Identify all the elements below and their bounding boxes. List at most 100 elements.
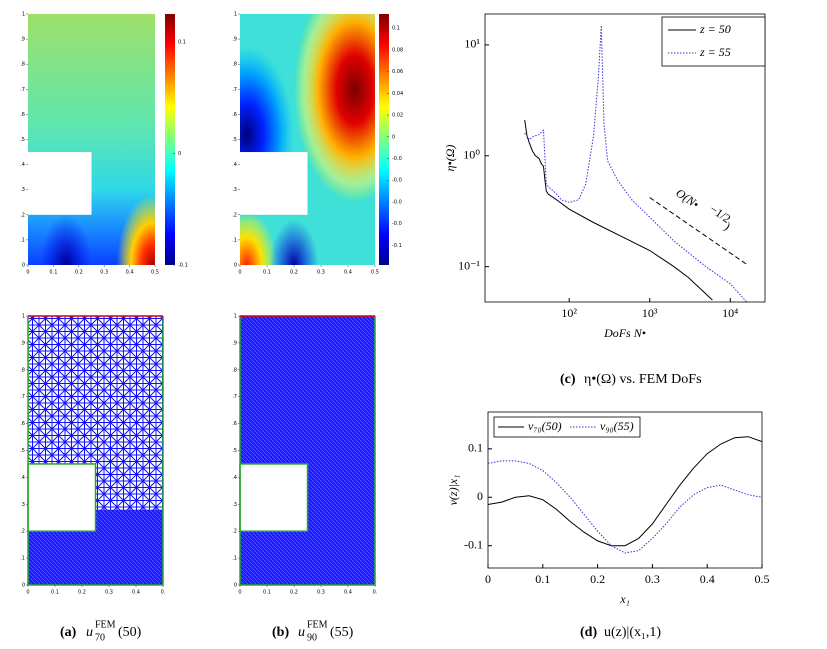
colorbar-tick-label: 0.1 — [178, 39, 186, 45]
x-tick-label: 0.5 — [151, 270, 159, 276]
legend-label: z = 55 — [699, 45, 731, 59]
y-tick-label: 0 — [234, 263, 237, 269]
y-tick-label: .9 — [20, 37, 25, 43]
x-tick-label: 0.5 — [371, 270, 379, 276]
y-tick-label: .8 — [20, 367, 25, 373]
y-tick-label: .3 — [232, 187, 237, 193]
domain-notch — [240, 152, 308, 215]
x-tick-label: 0.2 — [78, 590, 86, 596]
x-tick-label: 0.3 — [100, 270, 108, 276]
caption-text: u — [86, 625, 93, 640]
y-tick-label: .7 — [20, 87, 25, 93]
caption-text: (50) — [118, 625, 142, 640]
x-tick-label: 0.2 — [75, 270, 83, 276]
caption-label: (b) — [272, 625, 289, 640]
y-tick-label: 10⁻¹ — [458, 258, 480, 272]
x-tick-label: 0.3 — [317, 590, 325, 596]
caption-sup: FEM — [307, 619, 328, 630]
y-tick-label: .4 — [20, 475, 25, 481]
y-tick-label: 0 — [477, 489, 483, 503]
plot-frame — [484, 13, 766, 303]
field — [28, 14, 155, 265]
y-tick-label: .3 — [20, 502, 25, 508]
y-tick-label: .8 — [20, 62, 25, 68]
x-tick-label: 0.1 — [51, 590, 59, 596]
x-tick-label: 0.1 — [263, 270, 271, 276]
x-tick-label: 0.3 — [105, 590, 113, 596]
y-tick-label: 10¹ — [464, 37, 480, 51]
field — [240, 14, 375, 265]
series-line — [524, 120, 713, 301]
y-tick-label: 10⁰ — [463, 148, 480, 162]
colorbar-tick-label: -0.0 — [392, 178, 402, 184]
x-tick-label: 0.2 — [290, 270, 298, 276]
y-tick-label: .2 — [232, 529, 237, 535]
reference-slope — [649, 197, 747, 265]
y-tick-label: .1 — [232, 556, 237, 562]
y-tick-label: 0 — [234, 583, 237, 589]
legend-box — [493, 416, 641, 438]
x-tick-label: 0.1 — [535, 572, 550, 586]
colorbar-tick-label: 0 — [392, 134, 395, 140]
y-tick-label: .2 — [20, 212, 25, 218]
colorbar-tick-label: -0.1 — [178, 263, 188, 269]
y-tick-label: .5 — [20, 448, 25, 454]
y-tick-label: .8 — [232, 62, 237, 68]
colorbar-tick-label: 0.04 — [392, 91, 403, 97]
plot-frame — [487, 411, 763, 569]
caption-text: u(z)|(x₁,1) — [604, 625, 661, 640]
mesh — [240, 316, 375, 585]
y-tick-label: .4 — [232, 475, 237, 481]
caption-sup: FEM — [95, 619, 116, 630]
y-tick-label: .4 — [20, 162, 25, 168]
x-tick-label: 0.4 — [126, 270, 134, 276]
slope-annotation: O(N•−1/2) — [673, 186, 733, 233]
x-tick-label: 0.4 — [700, 572, 715, 586]
y-tick-label: .5 — [232, 137, 237, 143]
y-tick-label: .2 — [232, 212, 237, 218]
y-tick-label: .2 — [20, 529, 25, 535]
y-tick-label: .9 — [20, 340, 25, 346]
y-tick-label: .6 — [232, 421, 237, 427]
series-line — [524, 25, 748, 303]
y-tick-label: .6 — [20, 421, 25, 427]
y-tick-label: .3 — [20, 187, 25, 193]
y-tick-label: 0.1 — [468, 441, 483, 455]
x-tick-label: 0 — [238, 590, 241, 596]
y-tick-label: .1 — [20, 556, 25, 562]
y-tick-label: .6 — [232, 112, 237, 118]
caption-label: (d) — [580, 625, 597, 640]
colorbar-tick-label: 0.02 — [392, 113, 403, 119]
x-tick-label: 10² — [561, 306, 577, 320]
domain-notch — [28, 152, 92, 215]
colorbar-tick-label: -0.0 — [392, 199, 402, 205]
caption-text: (55) — [330, 625, 354, 640]
y-tick-label: .5 — [232, 448, 237, 454]
y-tick-label: 0 — [22, 583, 25, 589]
caption-text: u — [298, 625, 305, 640]
annotation-text: O(N• — [673, 186, 701, 212]
caption-label: (a) — [60, 625, 77, 640]
y-tick-label: 1 — [234, 12, 237, 18]
x-tick-label: 10⁴ — [722, 306, 738, 320]
x-tick-label: 0. — [373, 590, 378, 596]
x-tick-label: 0.1 — [49, 270, 57, 276]
y-tick-label: .4 — [232, 162, 237, 168]
x-tick-label: 0.3 — [317, 270, 325, 276]
y-tick-label: .6 — [20, 112, 25, 118]
y-tick-label: .9 — [232, 37, 237, 43]
legend-box — [661, 16, 766, 67]
colorbar-tick-label: -0.0 — [392, 156, 402, 162]
x-tick-label: 0.4 — [132, 590, 140, 596]
x-tick-label: 0.2 — [590, 572, 605, 586]
x-tick-label: 0.4 — [344, 270, 352, 276]
x-tick-label: 0. — [161, 590, 166, 596]
colorbar-tick-label: 0.08 — [392, 47, 403, 53]
y-tick-label: -0.1 — [464, 537, 483, 551]
y-tick-label: 1 — [22, 12, 25, 18]
legend-label: z = 50 — [699, 22, 731, 36]
domain-notch — [27, 463, 97, 532]
colorbar-tick-label: -0.0 — [392, 221, 402, 227]
y-tick-label: .1 — [20, 237, 25, 243]
domain-notch — [239, 463, 309, 532]
